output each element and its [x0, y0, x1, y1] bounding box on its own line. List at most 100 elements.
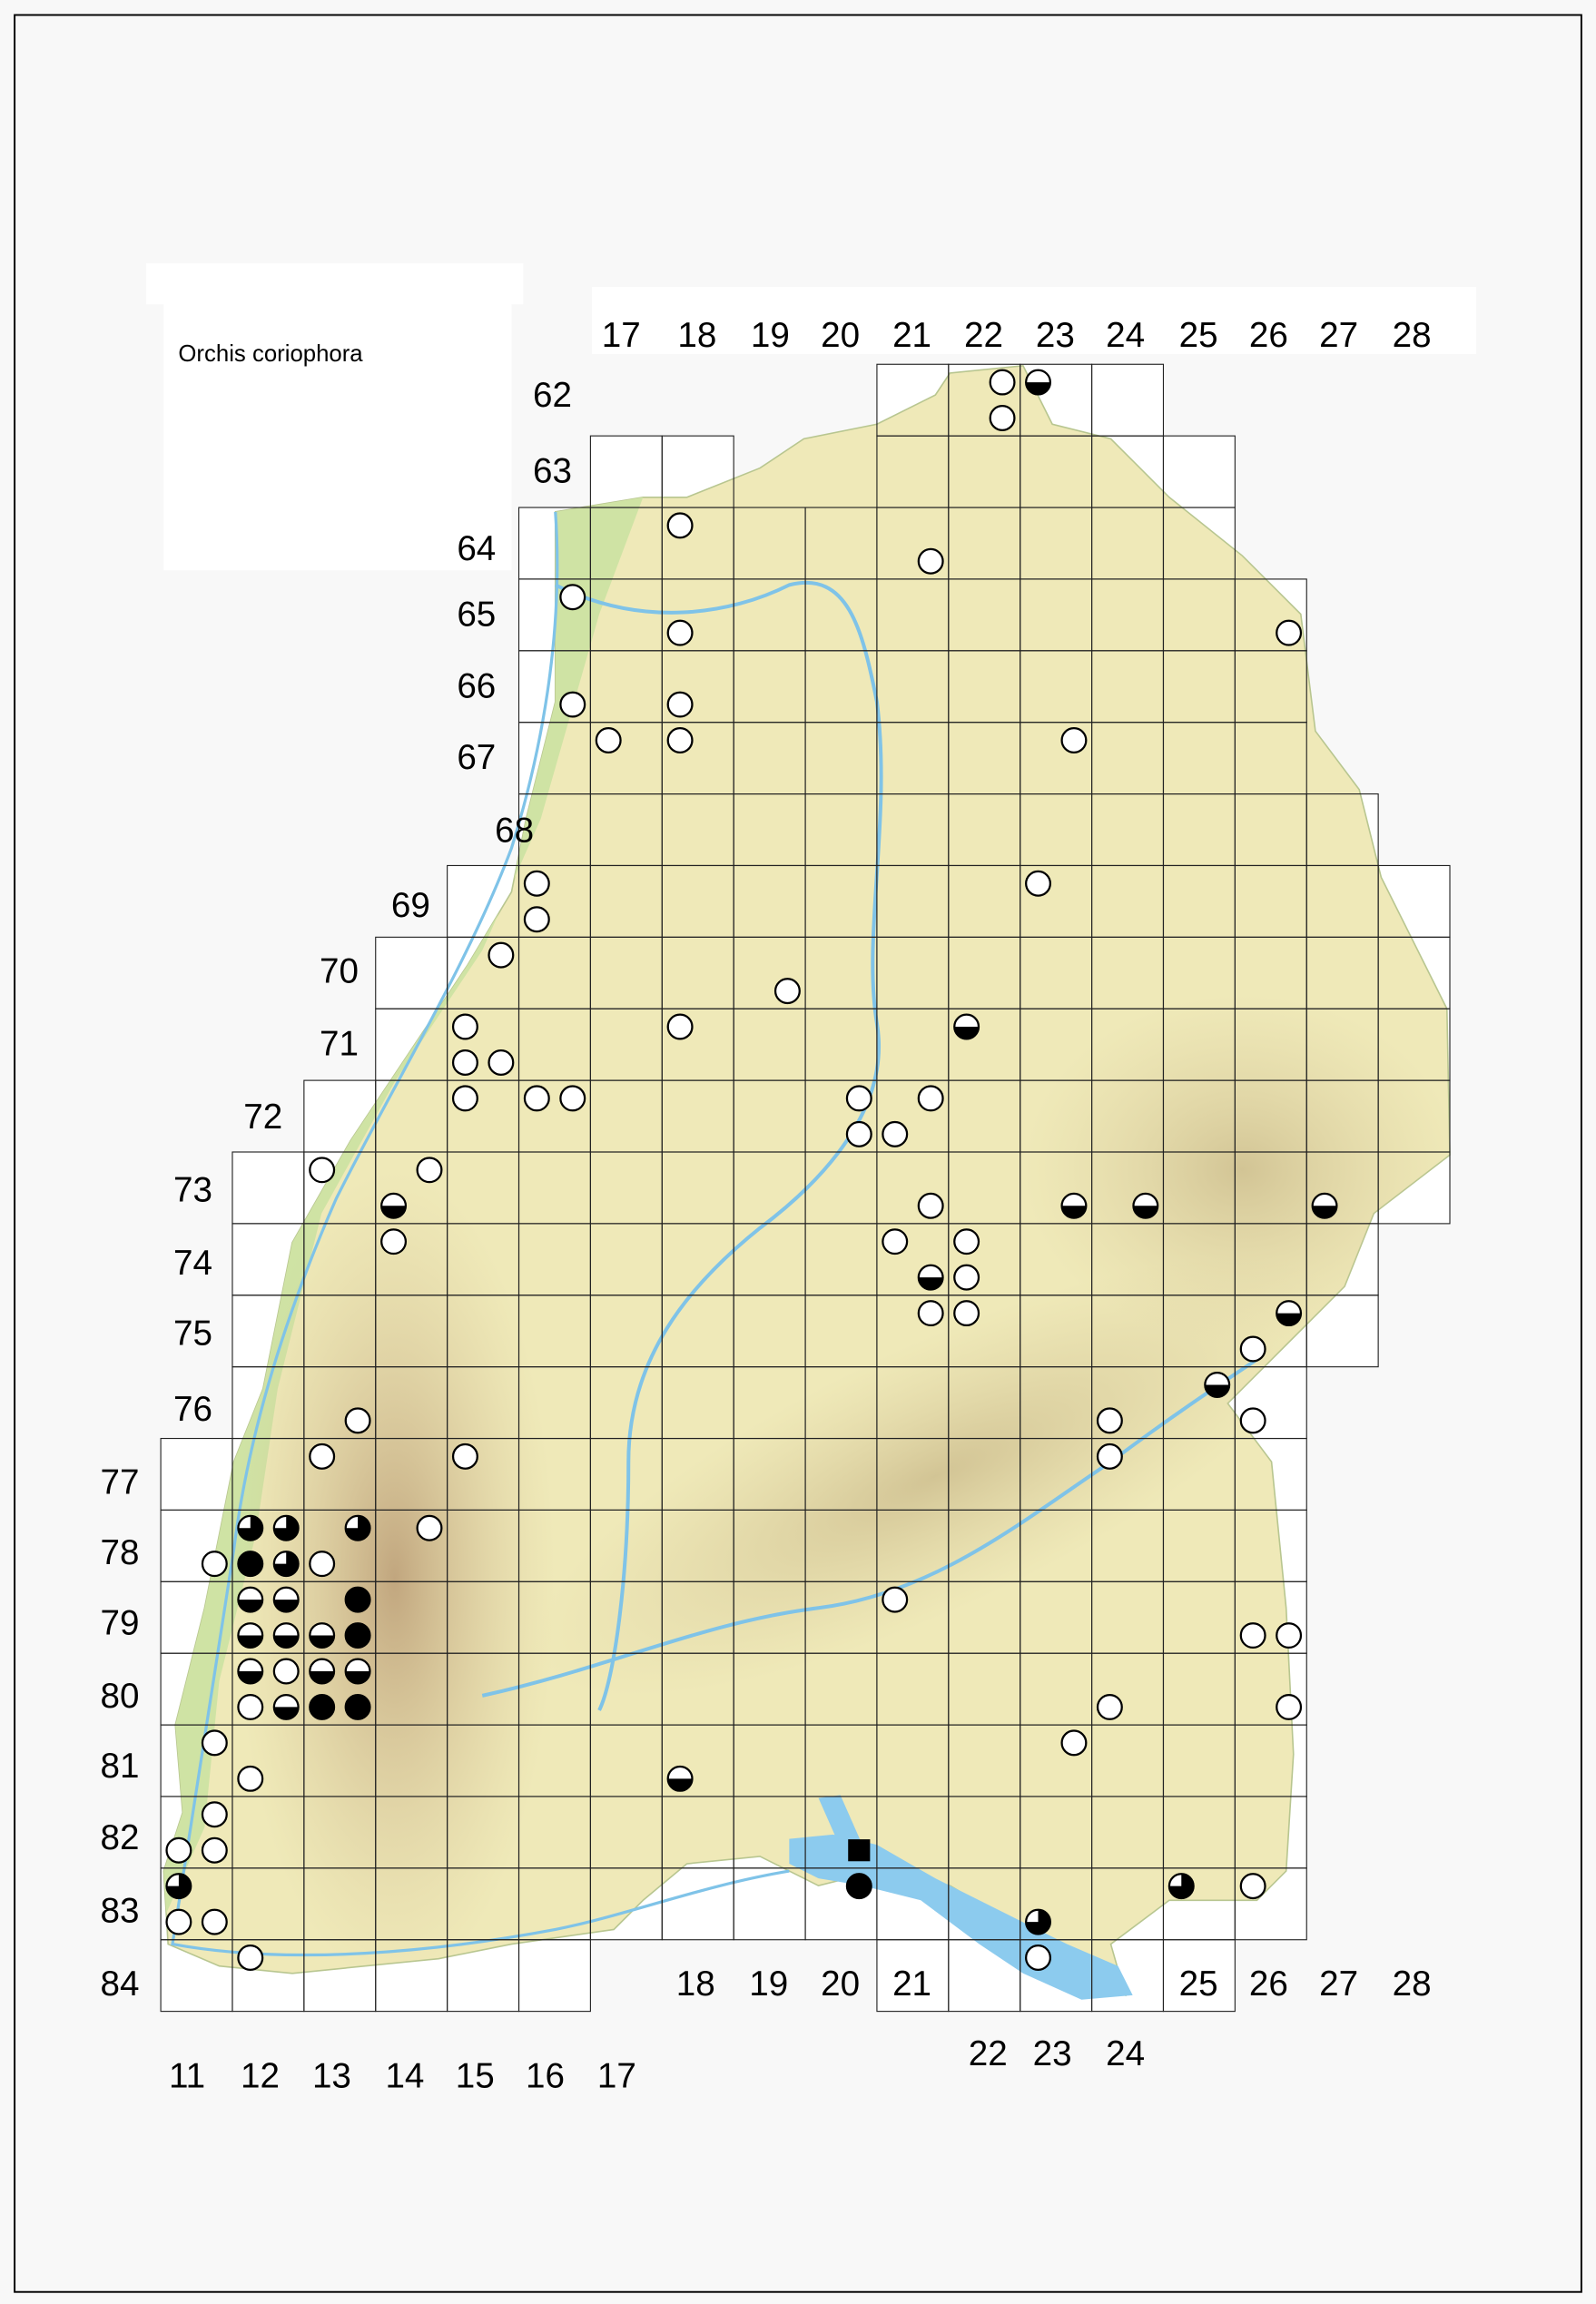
- open-circle-marker: [559, 1085, 586, 1112]
- row-label: 76: [173, 1390, 212, 1429]
- row-label: 77: [101, 1463, 140, 1502]
- half-filled-circle-marker: [953, 1013, 980, 1040]
- open-circle-marker: [344, 1407, 371, 1434]
- open-circle-marker: [666, 691, 694, 718]
- open-circle-marker: [237, 1765, 264, 1792]
- row-label: 81: [101, 1747, 140, 1786]
- open-circle-marker: [488, 1049, 515, 1076]
- open-circle-marker: [773, 978, 801, 1005]
- open-circle-marker: [237, 1693, 264, 1720]
- open-circle-marker: [1096, 1407, 1123, 1434]
- row-label: 71: [320, 1025, 359, 1064]
- open-circle-marker: [666, 512, 694, 539]
- column-label-bottom: 13: [312, 2056, 351, 2095]
- open-circle-marker: [416, 1157, 443, 1184]
- open-circle-marker: [989, 405, 1016, 432]
- row-label: 79: [101, 1603, 140, 1642]
- open-circle-marker: [165, 1908, 192, 1935]
- open-circle-marker: [845, 1085, 872, 1112]
- column-label-top: 18: [677, 316, 716, 355]
- filled-circle-marker: [237, 1551, 264, 1578]
- grid-cell-bg: [1091, 364, 1164, 437]
- half-filled-circle-marker: [917, 1264, 944, 1291]
- open-circle-marker: [309, 1551, 336, 1578]
- open-circle-marker: [953, 1228, 980, 1255]
- column-label-strip: [592, 286, 1476, 354]
- column-label-bottom: 17: [597, 2056, 636, 2095]
- column-label-top: 20: [821, 316, 860, 355]
- half-filled-circle-marker: [309, 1622, 336, 1649]
- filled-circle-marker: [309, 1693, 336, 1720]
- row-label: 82: [101, 1818, 140, 1857]
- three-quarter-filled-circle-marker: [272, 1514, 300, 1541]
- open-circle-marker: [917, 547, 944, 575]
- filled-circle-marker: [845, 1873, 872, 1900]
- row-label: 72: [243, 1098, 282, 1137]
- grid-cell-bg: [518, 1939, 591, 2012]
- eastern-relief: [1022, 994, 1451, 1345]
- grid-cell: [1305, 1295, 1379, 1368]
- rhine-river: [171, 511, 790, 1957]
- three-quarter-filled-circle-marker: [1167, 1873, 1195, 1900]
- row-label: 83: [101, 1891, 140, 1930]
- half-filled-circle-marker: [272, 1622, 300, 1649]
- open-circle-marker: [201, 1801, 228, 1828]
- open-circle-marker: [1239, 1622, 1266, 1649]
- column-label-top: 17: [602, 316, 641, 355]
- swabian-alb-relief: [534, 1255, 1337, 1698]
- open-circle-marker: [1060, 727, 1088, 753]
- open-circle-marker: [201, 1729, 228, 1757]
- three-quarter-filled-circle-marker: [344, 1514, 371, 1541]
- open-circle-marker: [917, 1300, 944, 1327]
- row-label: 75: [173, 1314, 212, 1354]
- open-circle-marker: [1096, 1693, 1123, 1720]
- map-title: Orchis coriophora: [178, 341, 363, 367]
- row-labels: 62 63 64 65 66 67 68 69 70 71 72 73 74 75 76 77 78 79 80 81…: [101, 376, 572, 2004]
- half-filled-circle-marker: [237, 1658, 264, 1685]
- open-circle-marker: [953, 1264, 980, 1291]
- half-filled-circle-marker: [309, 1658, 336, 1685]
- grid-cell: [1234, 1867, 1307, 1941]
- open-circle-marker: [882, 1586, 909, 1613]
- open-circle-marker: [201, 1908, 228, 1935]
- column-label-top: 22: [964, 316, 1003, 355]
- column-label-bottom: 11: [169, 2056, 205, 2095]
- grid-cell: [1162, 1939, 1236, 2013]
- half-filled-circle-marker: [380, 1192, 408, 1219]
- open-circle-marker: [488, 941, 515, 969]
- column-label-top: 23: [1036, 316, 1075, 355]
- open-circle-marker: [559, 691, 586, 718]
- filled-circle-marker: [344, 1693, 371, 1720]
- open-circle-marker: [989, 369, 1016, 396]
- grid-cell-bg: [161, 1438, 232, 1511]
- open-circle-marker: [237, 1945, 264, 1972]
- column-label-bottom: 16: [526, 2056, 565, 2095]
- open-circle-marker: [201, 1551, 228, 1578]
- danube-river: [481, 1357, 1258, 1698]
- three-quarter-filled-circle-marker: [1025, 1908, 1051, 1935]
- open-circle-marker: [451, 1013, 478, 1040]
- open-circle-marker: [1060, 1729, 1088, 1757]
- column-label-bottom: 15: [456, 2056, 495, 2095]
- row-label: 65: [457, 595, 496, 634]
- title-box-body: [163, 300, 512, 571]
- column-label-bottom: 22: [969, 2034, 1008, 2073]
- column-label-bottom: 23: [1033, 2034, 1072, 2073]
- column-label-bottom: 25: [1179, 1964, 1218, 2004]
- column-label-bottom: 14: [385, 2056, 424, 2095]
- grid-cell-bg: [1163, 1939, 1236, 2012]
- three-quarter-filled-circle-marker: [237, 1514, 264, 1541]
- column-label-bottom: 27: [1319, 1964, 1358, 2004]
- open-circle-marker: [559, 584, 586, 611]
- half-filled-circle-marker: [237, 1622, 264, 1649]
- column-label-bottom: 20: [821, 1964, 860, 2004]
- title-box: [145, 263, 524, 305]
- grid-cell: [1377, 1151, 1451, 1225]
- open-circle-marker: [1276, 1622, 1303, 1649]
- column-labels: 17 18 19 20 21 22 23 24 25 26 27 28 11 12 13 14 15 16 17 18…: [169, 316, 1432, 2095]
- column-label-top: 19: [751, 316, 790, 355]
- open-circle-marker: [451, 1049, 478, 1076]
- open-circle-marker: [165, 1836, 192, 1864]
- open-circle-marker: [666, 619, 694, 646]
